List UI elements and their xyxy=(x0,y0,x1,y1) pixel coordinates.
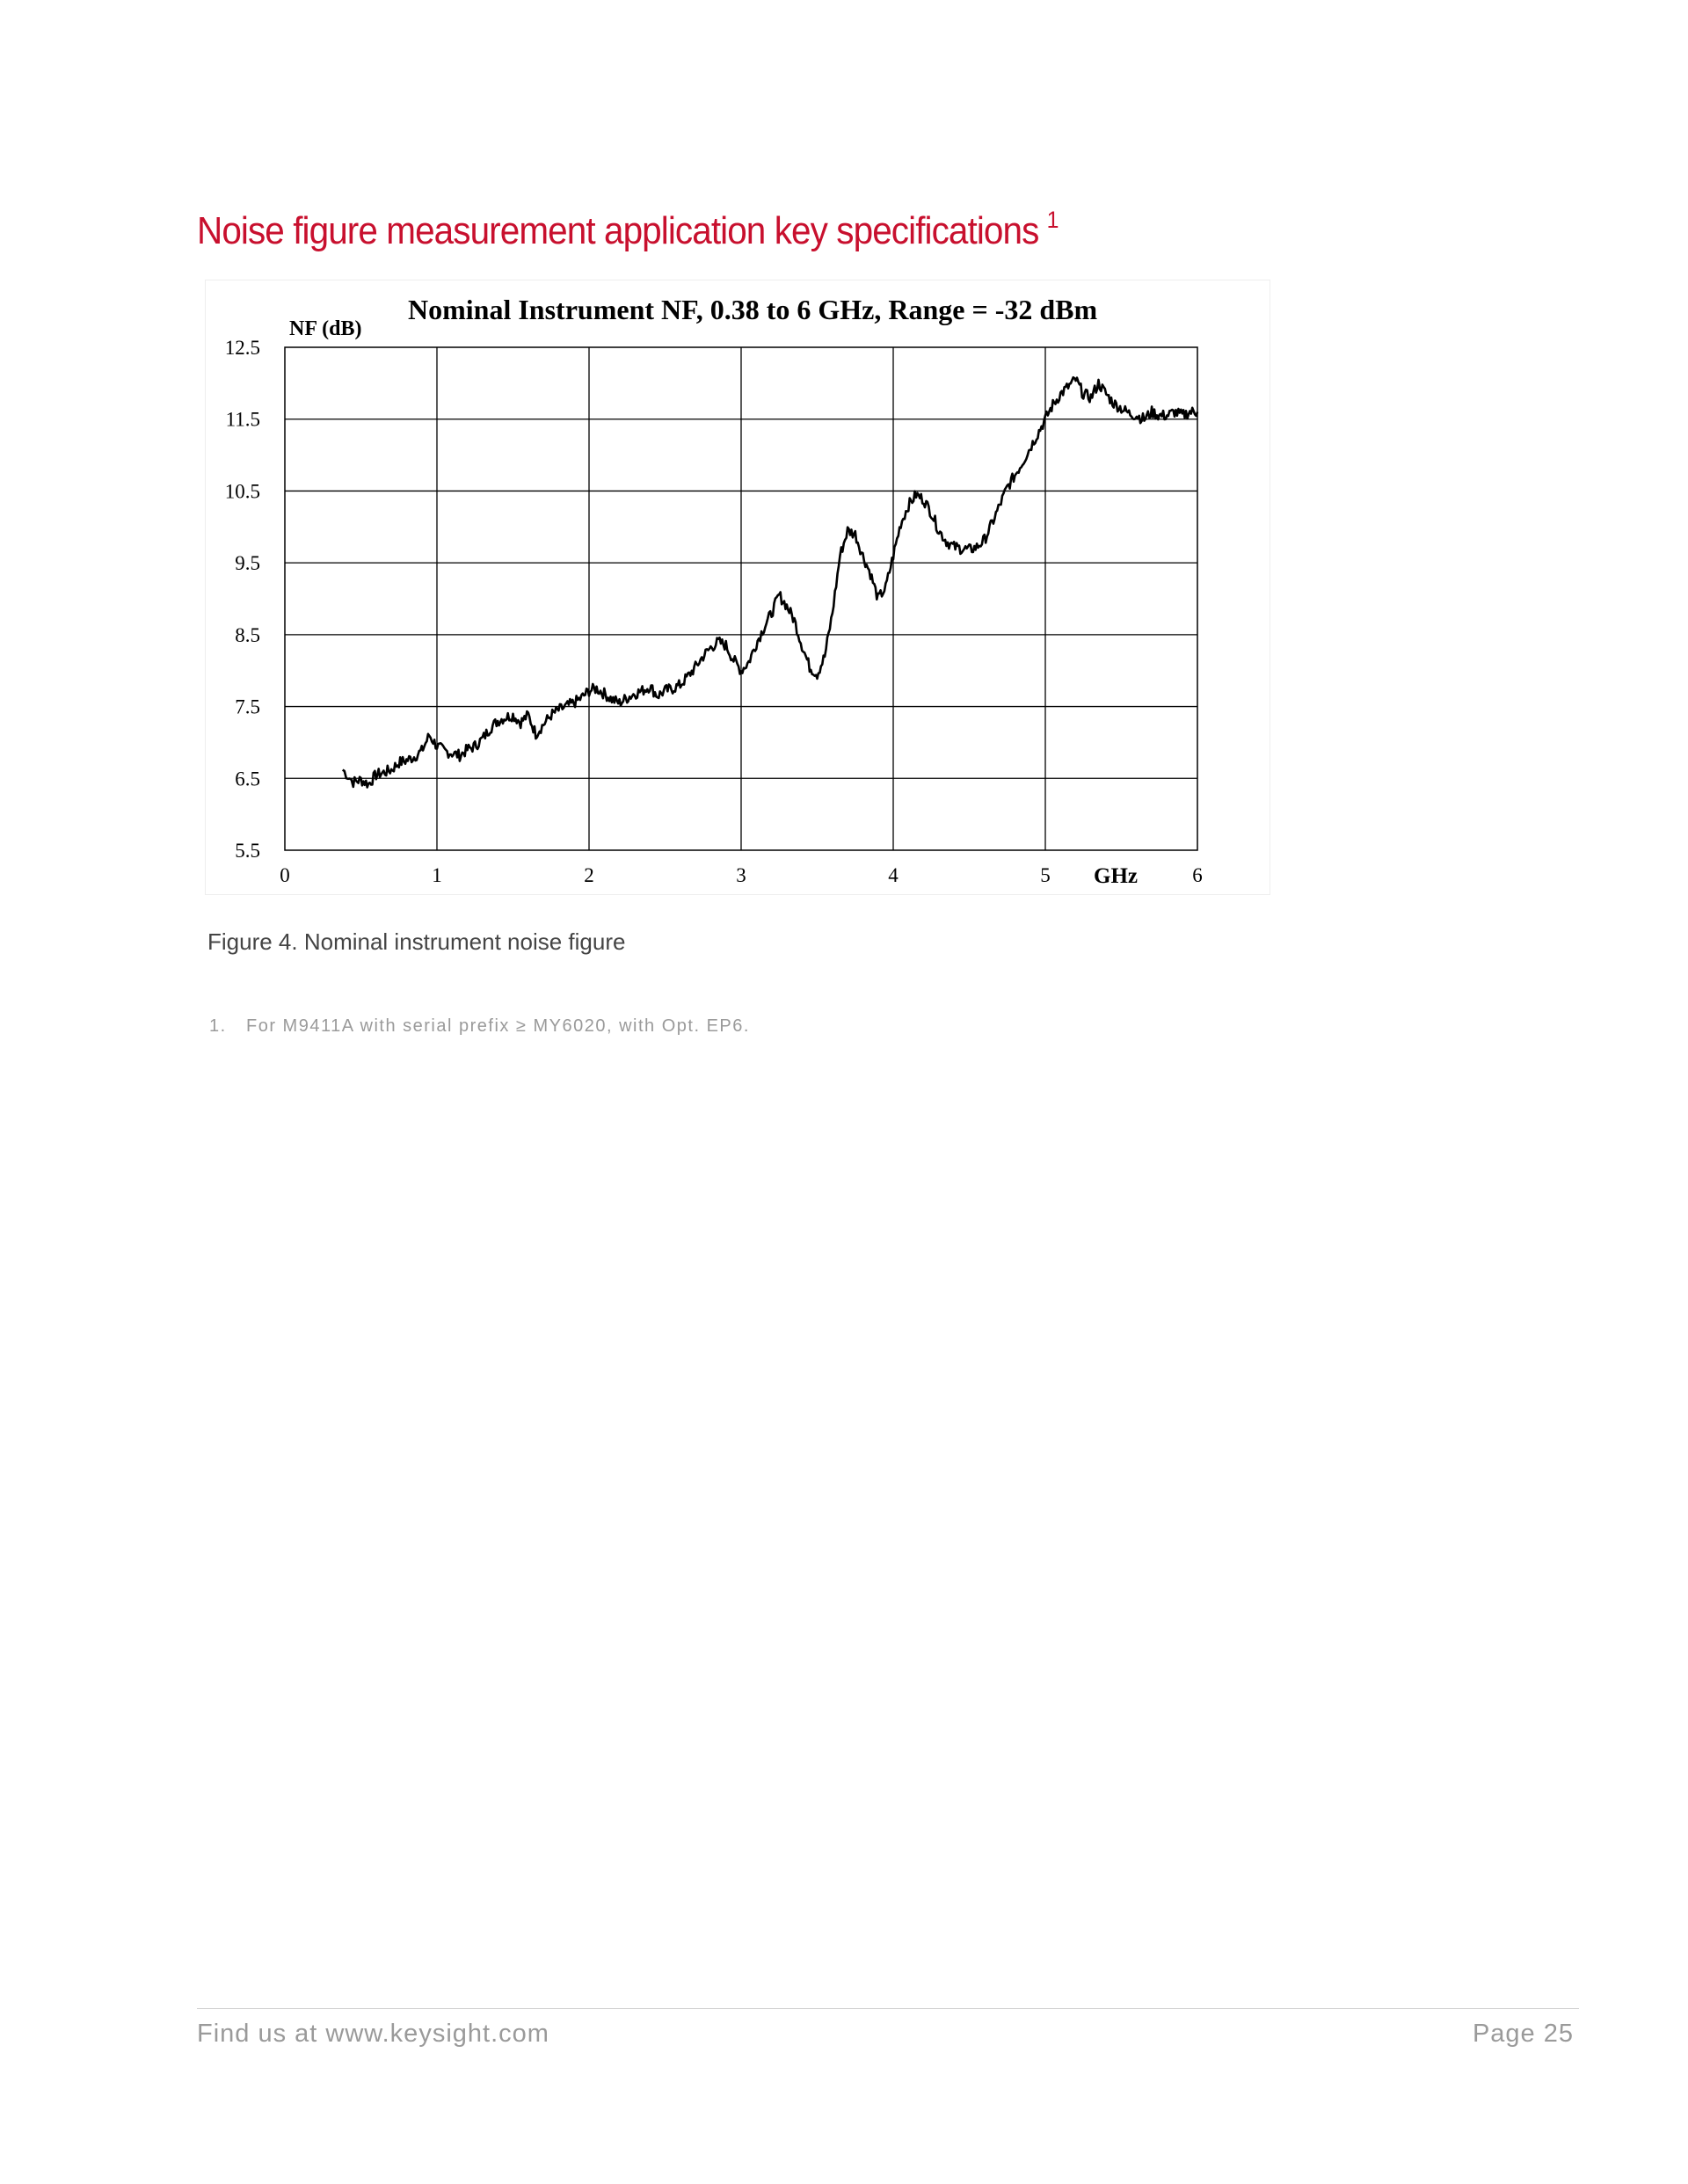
chart-canvas: 0 1 2 3 4 5 6 12.5 11.5 10.5 9.5 8.5 7.5 6.5 5.5 Nomin… xyxy=(225,294,1203,888)
x-tick-label: 0 xyxy=(280,864,290,886)
y-tick-label: 11.5 xyxy=(226,409,260,431)
chart-grid xyxy=(284,346,1198,851)
heading-text: Noise figure measurement application key… xyxy=(197,209,1039,252)
x-tick-label: 5 xyxy=(1040,864,1051,886)
x-tick-label: 6 xyxy=(1192,864,1203,886)
footnote-number: 1. xyxy=(209,1016,227,1036)
footer-divider xyxy=(197,2008,1579,2009)
chart-x-axis-label: GHz xyxy=(1094,864,1138,888)
noise-figure-chart: 0 1 2 3 4 5 6 12.5 11.5 10.5 9.5 8.5 7.5 6.5 5.5 Nomin… xyxy=(205,280,1270,895)
page-heading: Noise figure measurement application key… xyxy=(197,195,1059,256)
x-tick-label: 4 xyxy=(888,864,899,886)
y-tick-label: 10.5 xyxy=(225,480,260,502)
chart-ticks: 0 1 2 3 4 5 6 12.5 11.5 10.5 9.5 8.5 7.5 6.5 5.5 xyxy=(225,337,1203,886)
x-tick-label: 1 xyxy=(432,864,442,886)
y-tick-label: 6.5 xyxy=(235,768,260,790)
footnote: 1. For M9411A with serial prefix ≥ MY6020… xyxy=(209,1016,750,1037)
footnote-reference: 1 xyxy=(1046,207,1059,233)
x-tick-label: 3 xyxy=(736,864,746,886)
y-tick-label: 9.5 xyxy=(235,552,260,574)
y-tick-label: 8.5 xyxy=(235,624,260,646)
footer-page-number: Page 25 xyxy=(1472,2020,1574,2048)
y-tick-label: 5.5 xyxy=(235,840,260,862)
y-tick-label: 12.5 xyxy=(225,337,260,359)
y-tick-label: 7.5 xyxy=(235,696,260,718)
chart-series xyxy=(341,375,1199,789)
footer-website: Find us at www.keysight.com xyxy=(197,2020,549,2048)
x-tick-label: 2 xyxy=(584,864,594,886)
nf-data-line xyxy=(341,375,1199,789)
chart-y-axis-label: NF (dB) xyxy=(289,317,361,340)
figure-caption: Figure 4. Nominal instrument noise figur… xyxy=(207,928,626,955)
footnote-text: For M9411A with serial prefix ≥ MY6020, … xyxy=(246,1016,750,1036)
chart-title: Nominal Instrument NF, 0.38 to 6 GHz, Ra… xyxy=(408,294,1098,325)
